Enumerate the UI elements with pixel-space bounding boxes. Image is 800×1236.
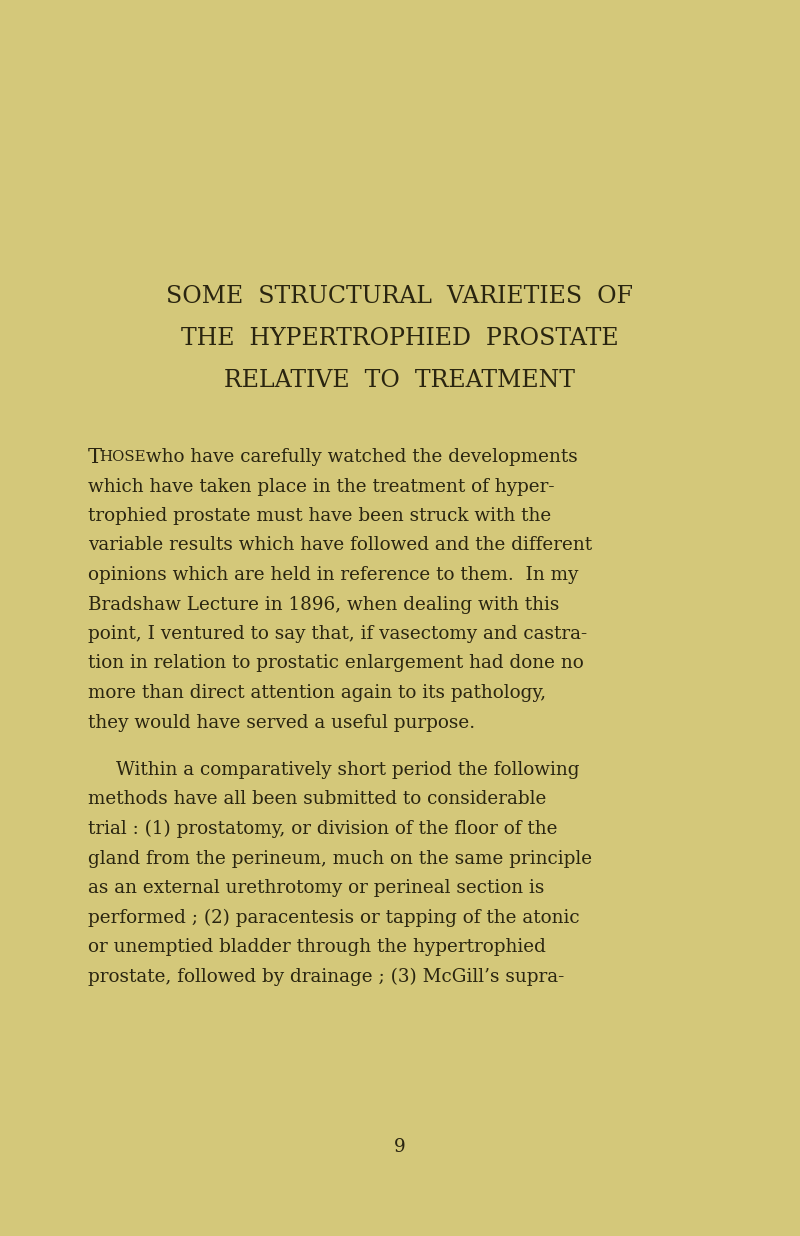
Text: Within a comparatively short period the following: Within a comparatively short period the … [116,761,579,779]
Text: gland from the perineum, much on the same principle: gland from the perineum, much on the sam… [88,849,592,868]
Text: trial : (1) prostatomy, or division of the floor of the: trial : (1) prostatomy, or division of t… [88,819,558,838]
Text: more than direct attention again to its pathology,: more than direct attention again to its … [88,684,546,702]
Text: variable results which have followed and the different: variable results which have followed and… [88,536,592,555]
Text: 9: 9 [394,1138,406,1156]
Text: point, I ventured to say that, if vasectomy and castra-: point, I ventured to say that, if vasect… [88,625,587,643]
Text: HOSE: HOSE [99,450,146,464]
Text: or unemptied bladder through the hypertrophied: or unemptied bladder through the hypertr… [88,938,546,955]
Text: tion in relation to prostatic enlargement had done no: tion in relation to prostatic enlargemen… [88,655,584,672]
Text: methods have all been submitted to considerable: methods have all been submitted to consi… [88,791,546,808]
Text: prostate, followed by drainage ; (3) McGill’s supra-: prostate, followed by drainage ; (3) McG… [88,968,564,986]
Text: RELATIVE  TO  TREATMENT: RELATIVE TO TREATMENT [225,370,575,392]
Text: who have carefully watched the developments: who have carefully watched the developme… [140,447,578,466]
Text: Bradshaw Lecture in 1896, when dealing with this: Bradshaw Lecture in 1896, when dealing w… [88,596,559,613]
Text: trophied prostate must have been struck with the: trophied prostate must have been struck … [88,507,551,525]
Text: THE  HYPERTROPHIED  PROSTATE: THE HYPERTROPHIED PROSTATE [181,328,619,350]
Text: SOME  STRUCTURAL  VARIETIES  OF: SOME STRUCTURAL VARIETIES OF [166,286,634,308]
Text: opinions which are held in reference to them.  In my: opinions which are held in reference to … [88,566,578,583]
Text: they would have served a useful purpose.: they would have served a useful purpose. [88,713,475,732]
Text: as an external urethrotomy or perineal section is: as an external urethrotomy or perineal s… [88,879,544,897]
Text: which have taken place in the treatment of hyper-: which have taken place in the treatment … [88,477,554,496]
Text: performed ; (2) paracentesis or tapping of the atonic: performed ; (2) paracentesis or tapping … [88,908,580,927]
Text: T: T [88,447,102,467]
